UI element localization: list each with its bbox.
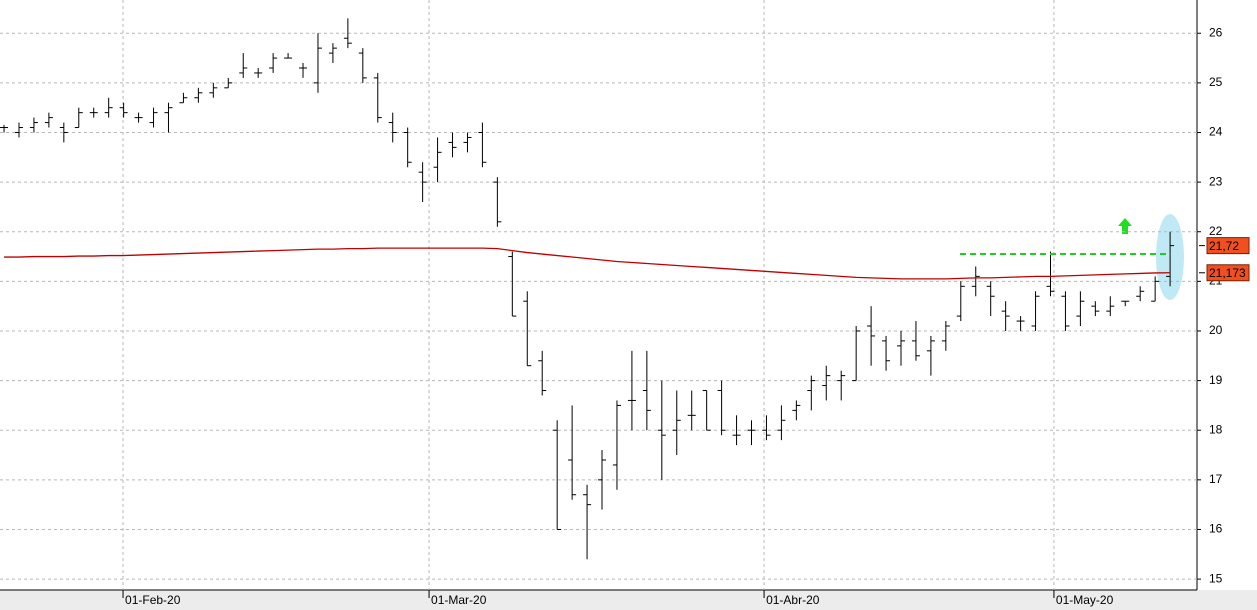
x-tick-label: 01-May-20 bbox=[1056, 593, 1114, 607]
price-marker-label: 21,72 bbox=[1209, 239, 1239, 253]
y-tick-label: 19 bbox=[1209, 373, 1223, 387]
x-tick-label: 01-Abr-20 bbox=[766, 593, 820, 607]
y-tick-label: 24 bbox=[1209, 125, 1223, 139]
price-marker-box bbox=[1206, 264, 1250, 282]
y-tick-label: 17 bbox=[1209, 472, 1223, 486]
x-tick-label: 01-Feb-20 bbox=[125, 593, 181, 607]
y-tick-label: 18 bbox=[1209, 422, 1223, 436]
y-tick-label: 16 bbox=[1209, 522, 1223, 536]
y-tick-label: 15 bbox=[1209, 571, 1223, 585]
x-axis-band bbox=[0, 590, 1257, 610]
y-tick-label: 25 bbox=[1209, 75, 1223, 89]
y-tick-label: 26 bbox=[1209, 25, 1223, 39]
up-arrow bbox=[1118, 218, 1132, 234]
y-tick-label: 23 bbox=[1209, 174, 1223, 188]
y-tick-label: 20 bbox=[1209, 323, 1223, 337]
price-marker-box bbox=[1206, 237, 1250, 255]
y-tick-label: 22 bbox=[1209, 224, 1223, 238]
moving-average bbox=[4, 247, 1171, 280]
x-tick-label: 01-Mar-20 bbox=[431, 593, 487, 607]
price-marker-label: 21,173 bbox=[1209, 266, 1246, 280]
